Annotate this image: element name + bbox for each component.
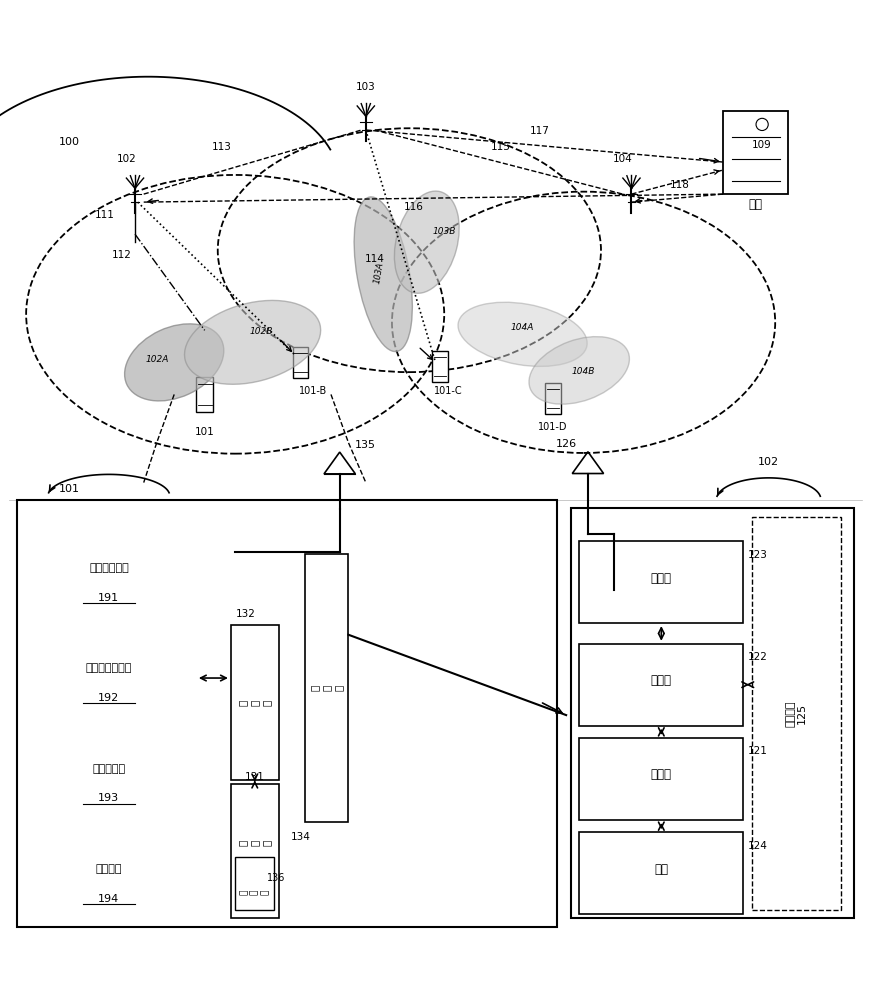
Text: 102B: 102B	[250, 327, 273, 336]
Text: 103B: 103B	[433, 227, 456, 236]
Text: 132: 132	[236, 609, 256, 619]
Text: 104A: 104A	[511, 323, 534, 332]
Text: 切换电路
125: 切换电路 125	[786, 700, 807, 727]
Text: 111: 111	[95, 210, 114, 220]
Bar	[293, 347, 308, 378]
Text: 处理器: 处理器	[651, 674, 672, 687]
Bar	[432, 351, 448, 382]
Text: 103: 103	[356, 82, 375, 92]
Bar	[17, 500, 353, 927]
Text: 124: 124	[747, 841, 767, 851]
Text: 121: 121	[747, 746, 767, 756]
Bar	[545, 383, 561, 414]
Text: 条件监测器: 条件监测器	[92, 764, 125, 774]
FancyBboxPatch shape	[723, 111, 788, 194]
Bar	[196, 377, 213, 412]
Text: 109: 109	[753, 140, 772, 150]
Text: 194: 194	[98, 894, 119, 904]
FancyBboxPatch shape	[26, 638, 192, 718]
Text: 192: 192	[98, 693, 119, 703]
Ellipse shape	[395, 191, 459, 293]
Text: 126: 126	[556, 439, 577, 449]
Text: 104B: 104B	[572, 367, 595, 376]
Text: 102A: 102A	[145, 355, 168, 364]
Text: 113: 113	[213, 142, 232, 152]
Ellipse shape	[125, 324, 224, 401]
Text: 收
发
器: 收 发 器	[310, 685, 343, 691]
FancyBboxPatch shape	[17, 500, 557, 927]
FancyBboxPatch shape	[231, 625, 279, 780]
Text: 103A: 103A	[373, 261, 385, 284]
Text: 100: 100	[59, 137, 80, 147]
FancyBboxPatch shape	[305, 554, 348, 822]
Text: 切换命令接收器: 切换命令接收器	[85, 664, 132, 674]
FancyBboxPatch shape	[26, 739, 192, 818]
FancyBboxPatch shape	[26, 538, 192, 617]
FancyBboxPatch shape	[235, 857, 274, 910]
Text: 切换电路: 切换电路	[96, 864, 122, 874]
Text: 测量报告电路: 测量报告电路	[89, 563, 129, 573]
Text: 网络: 网络	[748, 198, 762, 211]
Text: 101-C: 101-C	[435, 386, 463, 396]
Text: 存储器: 存储器	[651, 768, 672, 781]
Text: 122: 122	[747, 652, 767, 662]
Ellipse shape	[458, 302, 587, 366]
Text: 寄
存
器: 寄 存 器	[240, 890, 270, 895]
Text: 102: 102	[758, 457, 780, 467]
Text: 程序: 程序	[654, 863, 668, 876]
Text: 存
储
器: 存 储 器	[238, 840, 272, 846]
Ellipse shape	[529, 337, 630, 404]
FancyBboxPatch shape	[571, 508, 854, 918]
Ellipse shape	[354, 197, 412, 352]
FancyBboxPatch shape	[579, 832, 744, 914]
Text: 193: 193	[98, 793, 119, 803]
Text: 191: 191	[98, 593, 119, 603]
Text: 117: 117	[530, 126, 550, 136]
Ellipse shape	[185, 300, 321, 384]
Text: 131: 131	[245, 772, 265, 782]
Text: 102: 102	[117, 154, 136, 164]
Text: 112: 112	[112, 250, 132, 260]
FancyBboxPatch shape	[579, 541, 744, 623]
Text: 136: 136	[267, 873, 286, 883]
FancyBboxPatch shape	[579, 738, 744, 820]
FancyBboxPatch shape	[26, 839, 192, 918]
Text: 114: 114	[365, 254, 384, 264]
FancyBboxPatch shape	[579, 644, 744, 726]
Text: 118: 118	[670, 180, 689, 190]
FancyBboxPatch shape	[231, 784, 279, 918]
Text: 135: 135	[355, 440, 376, 450]
Text: 101: 101	[195, 427, 214, 437]
Text: 123: 123	[747, 550, 767, 560]
Text: 104: 104	[613, 154, 632, 164]
Bar	[753, 517, 841, 910]
Text: 115: 115	[491, 142, 510, 152]
Text: 134: 134	[291, 832, 310, 842]
Text: 101-D: 101-D	[538, 422, 568, 432]
Text: 101-B: 101-B	[300, 386, 327, 396]
Text: 处
理
器: 处 理 器	[238, 700, 272, 706]
Text: 收发器: 收发器	[651, 572, 672, 585]
Text: 116: 116	[404, 202, 423, 212]
Text: 101: 101	[59, 484, 80, 494]
